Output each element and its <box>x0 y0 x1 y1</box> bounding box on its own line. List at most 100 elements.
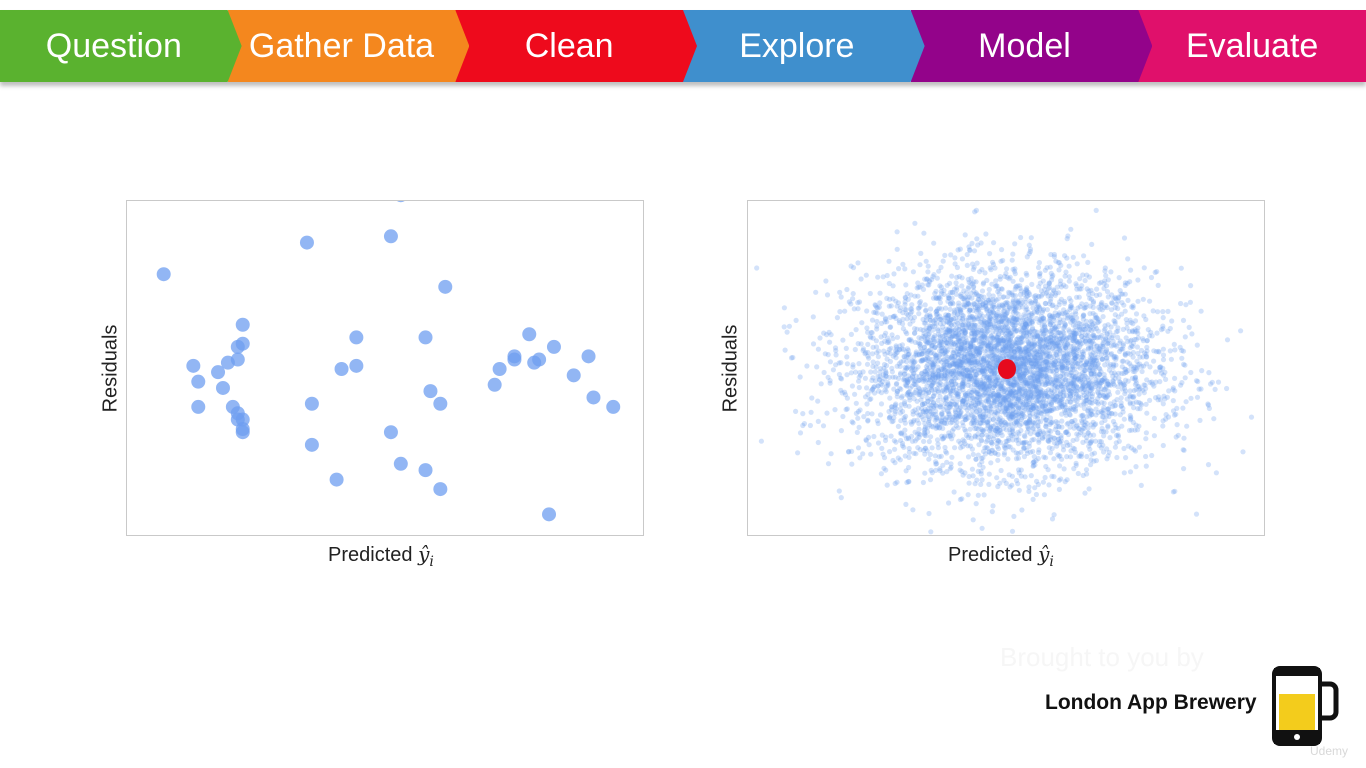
scatter-point <box>1071 366 1077 372</box>
scatter-point <box>1039 381 1046 387</box>
scatter-point <box>1102 375 1108 381</box>
scatter-point <box>929 445 935 451</box>
scatter-point <box>1021 401 1027 407</box>
scatter-point <box>923 325 929 331</box>
scatter-point <box>1126 427 1133 434</box>
scatter-point <box>961 304 967 310</box>
scatter-point <box>1165 308 1171 314</box>
scatter-point <box>1179 380 1185 386</box>
scatter-point <box>1025 394 1031 400</box>
scatter-point <box>936 454 942 460</box>
scatter-point <box>817 335 823 341</box>
scatter-point <box>953 280 959 286</box>
scatter-point <box>1078 376 1084 382</box>
scatter-point <box>1023 321 1029 327</box>
scatter-point <box>928 338 934 344</box>
scatter-point <box>860 346 867 352</box>
scatter-point <box>1133 311 1140 317</box>
scatter-point <box>1035 378 1041 385</box>
scatter-point <box>1099 299 1105 306</box>
scatter-point <box>1068 226 1074 232</box>
scatter-point <box>1097 306 1103 312</box>
scatter-point <box>1170 398 1176 404</box>
scatter-point <box>992 382 998 389</box>
scatter-point <box>939 388 945 394</box>
scatter-point <box>1074 431 1080 437</box>
scatter-point <box>960 386 966 393</box>
scatter-point <box>1056 351 1063 357</box>
scatter-point <box>922 302 928 308</box>
scatter-point <box>1021 377 1027 383</box>
scatter-point <box>1009 411 1015 417</box>
scatter-point <box>1058 330 1064 336</box>
scatter-point <box>754 265 760 271</box>
scatter-point <box>906 449 912 455</box>
scatter-point <box>949 334 955 340</box>
scatter-point <box>1123 455 1129 461</box>
scatter-point <box>972 401 978 407</box>
scatter-point <box>1048 359 1054 365</box>
scatter-point <box>1138 347 1145 354</box>
scatter-point <box>808 409 814 415</box>
scatter-point <box>1014 336 1020 342</box>
scatter-point <box>1006 444 1012 450</box>
scatter-point <box>912 429 918 435</box>
scatter-point <box>1027 332 1034 338</box>
scatter-point <box>947 389 953 395</box>
scatter-point <box>1038 411 1044 417</box>
scatter-point <box>824 292 831 298</box>
scatter-point <box>1182 362 1188 368</box>
scatter-point <box>1130 419 1136 425</box>
scatter-point <box>993 359 999 365</box>
scatter-point <box>1049 325 1055 331</box>
scatter-point <box>1149 379 1155 385</box>
scatter-point <box>1057 397 1063 403</box>
scatter-point <box>971 337 977 343</box>
scatter-point <box>987 314 993 320</box>
scatter-point <box>989 356 995 362</box>
scatter-point <box>1019 335 1025 341</box>
scatter-point <box>990 503 996 509</box>
scatter-point <box>1081 312 1087 318</box>
scatter-point <box>915 405 921 411</box>
scatter-point <box>993 278 999 284</box>
scatter-point <box>1049 340 1055 346</box>
scatter-point <box>1105 423 1111 429</box>
scatter-point <box>1031 347 1037 353</box>
scatter-point <box>962 232 968 238</box>
scatter-point <box>942 332 948 338</box>
scatter-point <box>1091 333 1097 339</box>
scatter-point <box>989 388 995 394</box>
scatter-point <box>1124 320 1130 326</box>
scatter-point <box>964 373 970 379</box>
scatter-point <box>963 354 969 360</box>
scatter-point <box>943 396 949 402</box>
scatter-point <box>1122 291 1128 297</box>
scatter-point <box>1027 449 1034 455</box>
scatter-point <box>965 454 972 460</box>
scatter-point <box>989 281 995 287</box>
scatter-point <box>1096 346 1102 352</box>
scatter-point <box>989 303 995 309</box>
scatter-point <box>1089 412 1095 418</box>
scatter-point <box>1094 286 1100 292</box>
scatter-point <box>1023 439 1029 445</box>
scatter-point <box>1048 331 1054 337</box>
scatter-point <box>1125 443 1131 449</box>
scatter-point <box>903 282 909 288</box>
scatter-point <box>1049 516 1056 522</box>
scatter-point <box>935 328 941 334</box>
scatter-point <box>1112 403 1118 409</box>
scatter-point <box>851 306 857 312</box>
scatter-point <box>821 330 827 336</box>
scatter-point <box>957 371 963 378</box>
scatter-point <box>900 358 906 364</box>
scatter-point <box>1108 382 1114 388</box>
scatter-point <box>1040 399 1046 405</box>
scatter-point <box>1107 435 1113 441</box>
scatter-point <box>943 359 949 365</box>
scatter-point <box>1049 445 1055 452</box>
scatter-point <box>905 478 911 485</box>
scatter-point <box>1212 386 1218 392</box>
scatter-point <box>1022 474 1028 480</box>
